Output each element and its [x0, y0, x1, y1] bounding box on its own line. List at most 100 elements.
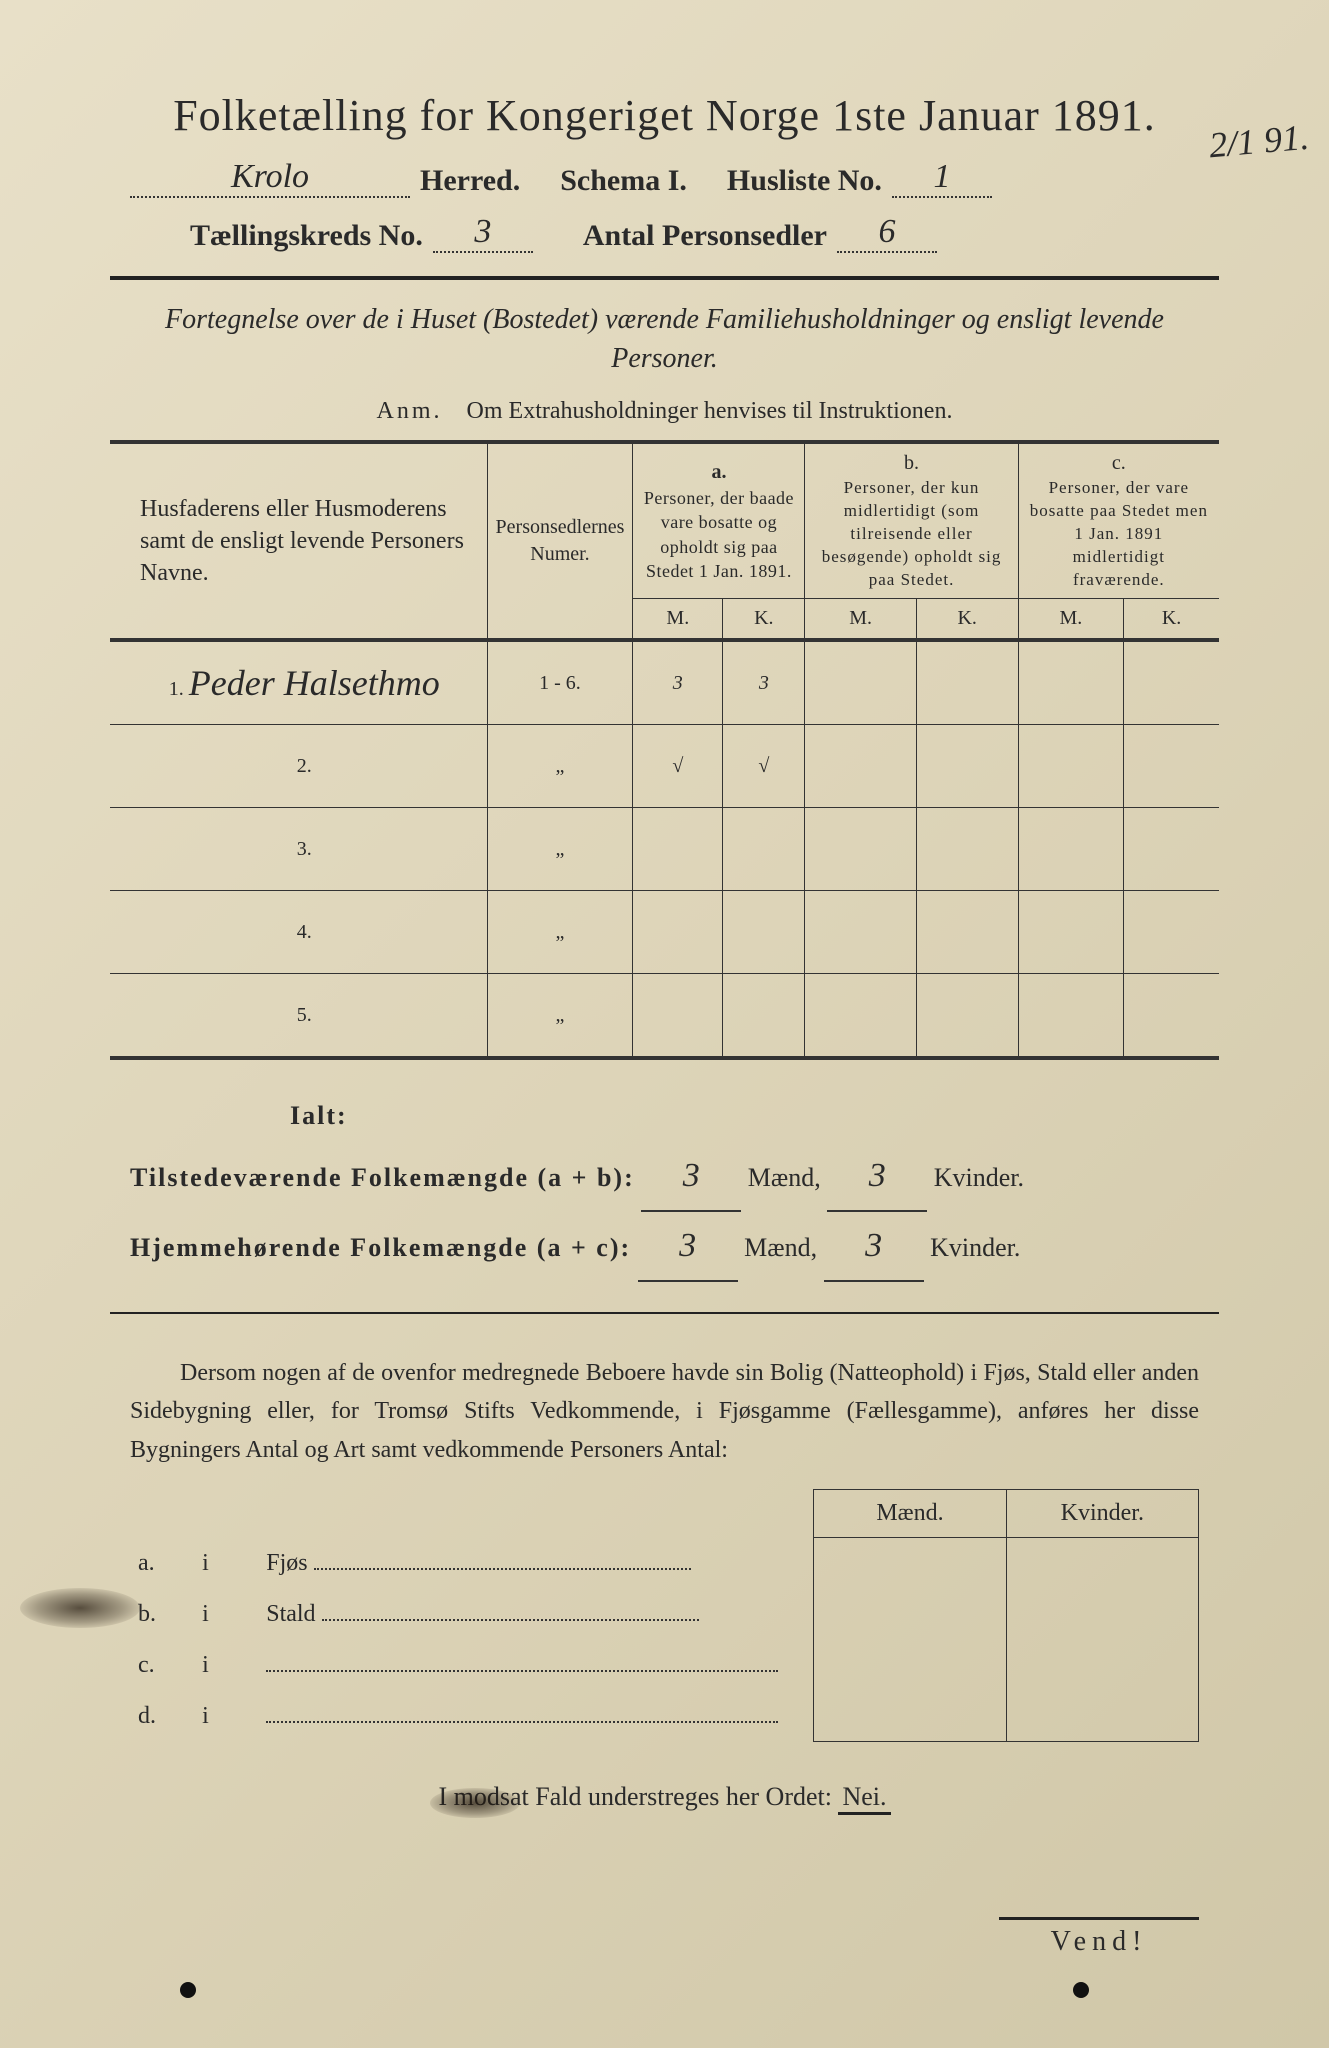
ob-i: i — [194, 1640, 258, 1691]
table-row: 2. „ √ √ — [110, 725, 1219, 808]
subtitle: Fortegnelse over de i Huset (Bostedet) v… — [130, 300, 1199, 378]
hjemme-kvinder: 3 — [824, 1212, 924, 1282]
table-row: 1. Peder Halsethmo 1 - 6. 3 3 — [110, 640, 1219, 725]
row-aK: √ — [723, 725, 805, 808]
kvinder-label: Kvinder. — [930, 1233, 1020, 1262]
nei-word: Nei. — [838, 1782, 890, 1815]
row-numer: „ — [487, 725, 633, 808]
col-b-k: K. — [916, 599, 1018, 641]
maend-label: Mænd, — [748, 1163, 821, 1192]
col-c-header: c. Personer, der vare bosatte paa Stedet… — [1018, 442, 1219, 598]
nei-line: I modsat Fald understreges her Ordet: Ne… — [70, 1782, 1259, 1815]
ob-i: i — [194, 1538, 258, 1589]
antal-label: Antal Personsedler — [583, 219, 827, 253]
outbuilding-row: d. i — [130, 1691, 1199, 1742]
outbuildings-paragraph: Dersom nogen af de ovenfor medregnede Be… — [130, 1354, 1199, 1469]
ob-letter: a. — [130, 1538, 194, 1589]
col-a-header: a. Personer, der baade vare bosatte og o… — [633, 442, 805, 598]
row-num: 2. — [297, 755, 312, 777]
ob-i: i — [194, 1589, 258, 1640]
maend-label: Mænd, — [744, 1233, 817, 1262]
col-c-text: Personer, der vare bosatte paa Stedet me… — [1027, 477, 1211, 592]
row-cK — [1124, 640, 1219, 725]
col-names-header: Husfaderens eller Husmoderens samt de en… — [110, 442, 487, 640]
tilstede-label: Tilstedeværende Folkemængde (a + b): — [130, 1163, 635, 1192]
ob-label — [258, 1640, 814, 1691]
outbuilding-row: b. i Stald — [130, 1589, 1199, 1640]
row-cM — [1018, 725, 1123, 808]
row-aM: √ — [633, 725, 723, 808]
row-bK — [916, 725, 1018, 808]
header-row-1: Krolo Herred. Schema I. Husliste No. 1 — [130, 161, 1199, 201]
page-title: Folketælling for Kongeriget Norge 1ste J… — [70, 90, 1259, 141]
row-aM: 3 — [633, 640, 723, 725]
herred-label: Herred. — [420, 164, 520, 198]
hole-decoration — [1073, 1982, 1089, 1998]
col-a-m: M. — [633, 599, 723, 641]
col-a-text: Personer, der baade vare bosatte og opho… — [641, 486, 796, 583]
margin-date-note: 2/1 91. — [1207, 116, 1310, 167]
ob-label: Fjøs — [258, 1538, 814, 1589]
row-cM — [1018, 640, 1123, 725]
col-b-text: Personer, der kun midlertidigt (som tilr… — [813, 477, 1009, 592]
row-aK: 3 — [723, 640, 805, 725]
ob-label: Stald — [258, 1589, 814, 1640]
kreds-label: Tællingskreds No. — [190, 219, 423, 253]
census-table: Husfaderens eller Husmoderens samt de en… — [110, 440, 1219, 1060]
table-row: 5. „ — [110, 974, 1219, 1059]
row-name-value: Peder Halsethmo — [189, 663, 440, 703]
outbuildings-table: Mænd. Kvinder. a. i Fjøs b. i Stald c. i… — [130, 1489, 1199, 1742]
table-row: 4. „ — [110, 891, 1219, 974]
row-numer: „ — [487, 891, 633, 974]
row-name: 4. — [110, 891, 487, 974]
totals-section: Ialt: Tilstedeværende Folkemængde (a + b… — [130, 1090, 1199, 1282]
row-name: 5. — [110, 974, 487, 1059]
stain-decoration — [20, 1588, 140, 1628]
ob-letter: c. — [130, 1640, 194, 1691]
antal-value: 6 — [837, 213, 937, 253]
row-num: 1. — [169, 678, 184, 700]
col-a-k: K. — [723, 599, 805, 641]
anm-text: Om Extrahusholdninger henvises til Instr… — [467, 398, 953, 424]
table-row: 3. „ — [110, 808, 1219, 891]
divider — [110, 1312, 1219, 1314]
ob-letter: b. — [130, 1589, 194, 1640]
ob-maend-header: Mænd. — [814, 1490, 1006, 1538]
row-cK — [1124, 725, 1219, 808]
ialt-label: Ialt: — [290, 1090, 1199, 1142]
outbuilding-row: c. i — [130, 1640, 1199, 1691]
schema-label: Schema I. — [560, 164, 687, 198]
outbuilding-row: a. i Fjøs — [130, 1538, 1199, 1589]
col-c-label: c. — [1027, 450, 1211, 477]
col-c-m: M. — [1018, 599, 1123, 641]
col-numer-header: Personsedlernes Numer. — [487, 442, 633, 640]
husliste-label: Husliste No. — [727, 164, 882, 198]
hole-decoration — [180, 1982, 196, 1998]
row-name: 1. Peder Halsethmo — [110, 640, 487, 725]
vend-label: Vend! — [999, 1917, 1199, 1958]
herred-value: Krolo — [130, 158, 410, 198]
stain-decoration — [430, 1788, 520, 1818]
kreds-value: 3 — [433, 213, 533, 253]
anm-label: Anm. — [377, 398, 443, 424]
census-form-page: 2/1 91. Folketælling for Kongeriget Norg… — [0, 0, 1329, 2048]
row-numer: 1 - 6. — [487, 640, 633, 725]
col-b-m: M. — [805, 599, 916, 641]
col-c-k: K. — [1124, 599, 1219, 641]
ob-letter: d. — [130, 1691, 194, 1742]
ob-label — [258, 1691, 814, 1742]
row-bM — [805, 640, 916, 725]
row-num: 4. — [297, 921, 312, 943]
row-numer: „ — [487, 808, 633, 891]
row-name: 2. — [110, 725, 487, 808]
tilstede-maend: 3 — [641, 1142, 741, 1212]
ob-i: i — [194, 1691, 258, 1742]
row-numer: „ — [487, 974, 633, 1059]
row-num: 3. — [297, 838, 312, 860]
row-num: 5. — [297, 1004, 312, 1026]
col-a-label: a. — [641, 459, 796, 486]
anm-line: Anm. Om Extrahusholdninger henvises til … — [70, 398, 1259, 425]
row-bM — [805, 725, 916, 808]
col-b-header: b. Personer, der kun midlertidigt (som t… — [805, 442, 1018, 598]
hjemme-label: Hjemmehørende Folkemængde (a + c): — [130, 1233, 631, 1262]
